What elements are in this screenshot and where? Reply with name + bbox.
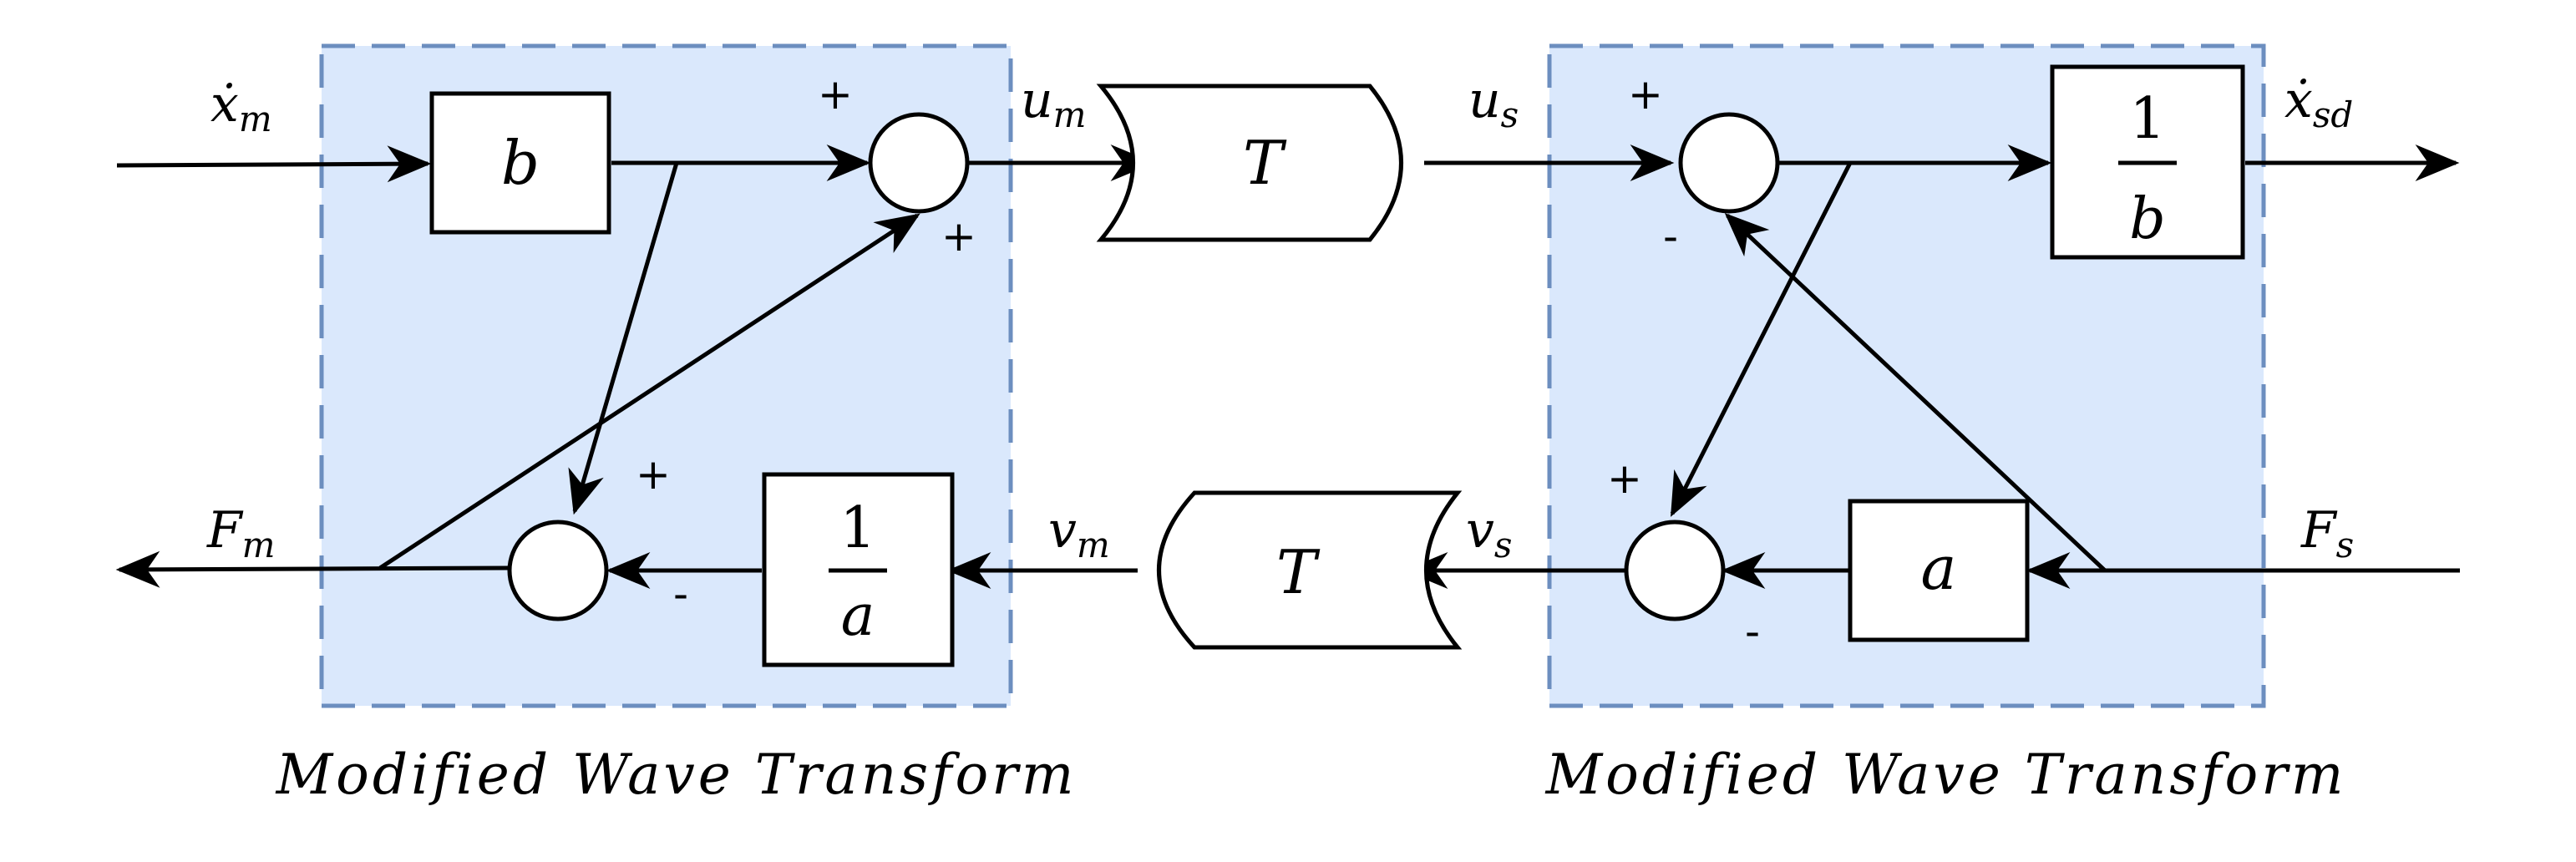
signal-um-label: um: [1021, 71, 1086, 135]
signal-vs-base: v: [1466, 501, 1494, 560]
gain-inv-a-numerator: 1: [839, 495, 875, 561]
right-bottom-sum-plus-in: +: [1607, 454, 1642, 503]
signal-fm-sub: m: [242, 525, 276, 565]
signal-xm-dot-sub: m: [239, 99, 272, 139]
wire-fm-to-sum-diagonal: [378, 213, 920, 570]
wire-xm-to-b: [116, 145, 432, 183]
gain-b-block: [429, 91, 611, 235]
wire-rsum-to-rbsum-diagonal: [1670, 161, 1853, 517]
signal-fm-label: Fm: [206, 501, 275, 565]
left-top-sum-plus-fb: +: [941, 212, 976, 261]
left-bottom-sum-plus-in: +: [636, 450, 671, 499]
signal-vs-label: vs: [1466, 501, 1512, 565]
backward-delay-label: T: [1276, 537, 1321, 607]
gain-a-block: [1848, 499, 2030, 642]
signal-xsd-dot-base: ẋ: [2284, 71, 2313, 129]
gain-inv-b-denominator: b: [2129, 186, 2166, 252]
signal-us-label: us: [1468, 71, 1519, 135]
right-block-caption: Modified Wave Transform: [1545, 743, 2347, 807]
signal-vm-label: vm: [1048, 501, 1110, 565]
forward-delay-block: [1096, 84, 1403, 242]
wire-fs-to-rsum-diagonal: [1724, 212, 2107, 572]
gain-a-label: a: [1921, 533, 1957, 603]
signal-fs-base: F: [2300, 501, 2338, 560]
signal-vs-sub: s: [1494, 525, 1513, 565]
signal-um-base: u: [1021, 71, 1053, 129]
signal-xm-dot-base: ẋ: [210, 75, 239, 134]
right-bottom-sum-junction: [1624, 520, 1726, 621]
right-top-sum-plus-in: +: [1628, 70, 1663, 119]
signal-xm-dot-label: ẋm: [210, 75, 272, 139]
gain-b-label: b: [501, 128, 540, 198]
forward-delay-label: T: [1243, 128, 1287, 198]
left-top-sum-plus-in: +: [818, 70, 853, 119]
signal-fs-sub: s: [2336, 525, 2355, 565]
signal-us-sub: s: [1501, 94, 1519, 135]
signal-us-base: u: [1468, 71, 1501, 129]
gain-inv-b-numerator: 1: [2129, 86, 2165, 152]
signal-fm-base: F: [206, 501, 244, 560]
right-top-sum-junction: [1678, 112, 1780, 214]
left-bottom-sum-minus-fb: -: [673, 570, 688, 618]
right-bottom-sum-minus-fb: -: [1745, 607, 1760, 656]
wire-lsum-to-fm: [115, 550, 509, 588]
signal-xsd-dot-sub: sd: [2313, 94, 2353, 135]
signal-vm-sub: m: [1077, 525, 1110, 565]
wire-b-to-lsum-diagonal: [568, 162, 679, 515]
right-top-sum-minus-fb: -: [1663, 212, 1678, 261]
backward-delay-block: [1157, 490, 1463, 650]
signal-fs-label: Fs: [2300, 501, 2354, 565]
left-block-caption: Modified Wave Transform: [276, 743, 1078, 807]
gain-inv-a-denominator: a: [841, 583, 875, 649]
left-top-sum-junction: [868, 112, 970, 214]
signal-um-sub: m: [1053, 94, 1087, 135]
left-bottom-sum-junction: [507, 520, 609, 621]
signal-vm-base: v: [1048, 501, 1077, 560]
signal-xsd-dot-label: ẋsd: [2284, 71, 2353, 135]
